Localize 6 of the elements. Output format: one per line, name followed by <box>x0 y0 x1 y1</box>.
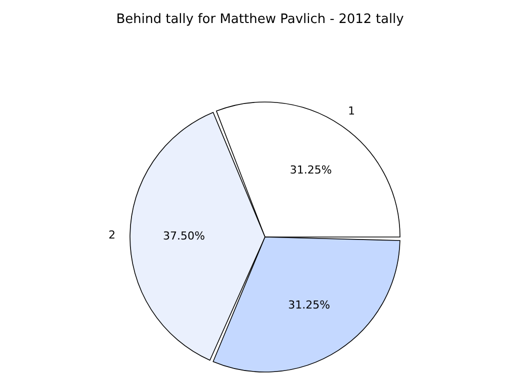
slice-label: 2 <box>108 228 116 242</box>
slice-label: 1 <box>348 104 356 118</box>
chart-title: Behind tally for Matthew Pavlich - 2012 tally <box>115 11 405 29</box>
data-label: 31.25% <box>288 298 330 312</box>
data-label: 37.50% <box>163 229 205 242</box>
data-label: 31.25% <box>290 164 332 177</box>
